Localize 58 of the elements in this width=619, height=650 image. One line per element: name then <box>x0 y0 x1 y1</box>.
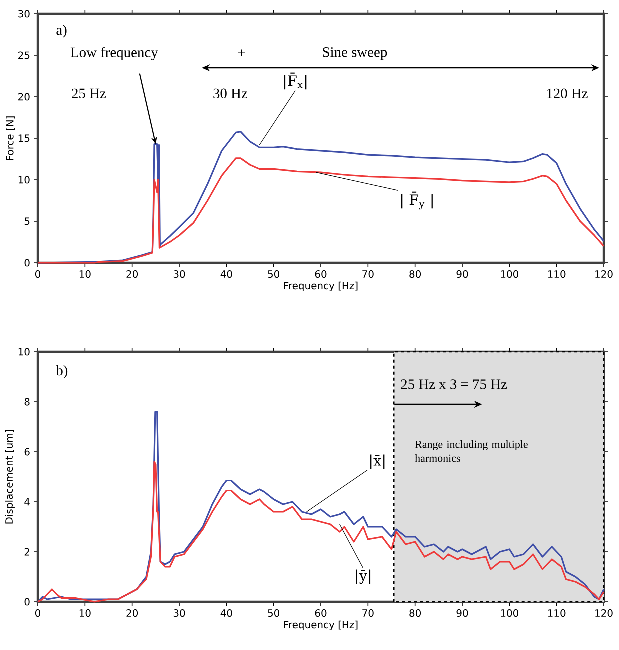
line-series <box>37 158 605 264</box>
annotation: b) <box>56 365 68 379</box>
annotation: + <box>238 50 246 56</box>
x-tick-label: 120 <box>596 270 613 278</box>
annotation: 25 Hz x 3 = 75 Hz <box>401 380 508 390</box>
y-tick-label: 25 <box>18 52 30 60</box>
x-tick-label: 60 <box>315 610 327 618</box>
y-tick-label: 0 <box>24 598 30 606</box>
x-tick-label: 60 <box>315 270 327 278</box>
x-tick-label: 110 <box>548 610 566 618</box>
x-tick-label: 80 <box>410 270 422 278</box>
x-tick-label: 100 <box>501 270 519 278</box>
y-tick-label: 2 <box>24 548 30 556</box>
y-tick-label: 4 <box>24 498 30 506</box>
x-tick-label: 100 <box>501 610 519 618</box>
x-tick-label: 110 <box>548 270 566 278</box>
annotation: Low frequency <box>70 47 158 60</box>
annotation: 30 Hz <box>214 88 248 99</box>
y-tick-label: 10 <box>18 348 30 356</box>
x-tick-label: 120 <box>596 610 613 618</box>
y-tick-label: 30 <box>18 10 30 18</box>
y-tick-label: 20 <box>18 93 30 101</box>
x-tick-label: 10 <box>80 610 91 618</box>
y-tick-label: 10 <box>18 176 30 184</box>
y-axis-title: Force [N] <box>6 116 15 160</box>
annotation: 120 Hz <box>547 88 588 99</box>
x-tick-label: 10 <box>80 270 91 278</box>
x-axis-title: Frequency [Hz] <box>284 620 358 631</box>
annotation: |ȳ| <box>356 570 371 584</box>
x-tick-label: 0 <box>35 270 41 278</box>
annotation: |F̄$_{x}$| <box>284 72 307 90</box>
annotation: |x̄| <box>370 454 385 470</box>
annotation: a) <box>56 24 67 38</box>
x-tick-label: 30 <box>174 610 186 618</box>
x-tick-label: 0 <box>35 610 41 618</box>
x-tick-label: 20 <box>126 270 138 278</box>
annotation: Sine sweep <box>323 48 388 60</box>
x-tick-label: 40 <box>220 610 232 618</box>
x-tick-label: 30 <box>174 270 186 278</box>
x-tick-label: 50 <box>268 270 280 278</box>
y-axis-title: Displacement [um] <box>5 430 15 524</box>
x-tick-label: 70 <box>362 610 374 618</box>
x-tick-label: 40 <box>220 270 232 278</box>
y-tick-label: 5 <box>24 218 30 226</box>
x-tick-label: 80 <box>410 610 422 618</box>
annotation: 25 Hz <box>72 88 106 99</box>
x-axis-title: Frequency [Hz] <box>284 282 358 292</box>
y-tick-label: 8 <box>24 398 30 406</box>
x-tick-label: 50 <box>268 610 280 618</box>
annotation: | F̄$_{y}$ | <box>402 192 433 210</box>
x-tick-label: 90 <box>456 610 468 618</box>
x-tick-label: 90 <box>456 270 468 278</box>
band-label: Range including multiple harmonics <box>415 440 528 462</box>
x-tick-label: 20 <box>126 610 138 618</box>
y-tick-label: 6 <box>24 448 30 456</box>
y-tick-label: 0 <box>24 259 30 267</box>
y-tick-label: 15 <box>18 134 30 142</box>
x-tick-label: 70 <box>362 270 374 278</box>
